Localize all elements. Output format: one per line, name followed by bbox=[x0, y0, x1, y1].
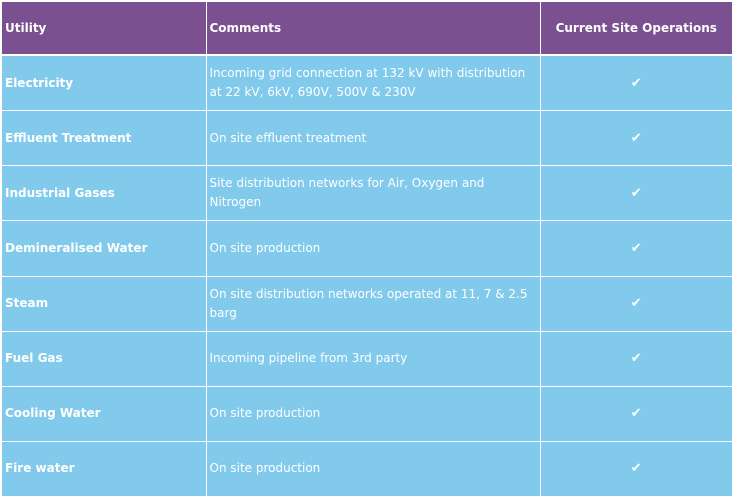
utility-name: Fuel Gas bbox=[2, 331, 207, 387]
table-row: Industrial Gases Site distribution netwo… bbox=[2, 165, 732, 222]
utility-comment: On site production bbox=[206, 386, 541, 442]
header-comments: Comments bbox=[206, 2, 541, 56]
utility-name: Cooling Water bbox=[2, 386, 207, 442]
table-row: Fuel Gas Incoming pipeline from 3rd part… bbox=[2, 331, 732, 387]
check-icon: ✔ bbox=[540, 331, 732, 387]
check-icon: ✔ bbox=[540, 165, 732, 222]
utility-name: Fire water bbox=[2, 441, 207, 496]
utility-name: Steam bbox=[2, 276, 207, 332]
table-row: Demineralised Water On site production ✔ bbox=[2, 220, 732, 277]
utility-comment: On site effluent treatment bbox=[206, 110, 541, 167]
check-icon: ✔ bbox=[540, 55, 732, 112]
table-row: Electricity Incoming grid connection at … bbox=[2, 55, 732, 112]
utility-comment: Site distribution networks for Air, Oxyg… bbox=[206, 165, 541, 222]
table-row: Fire water On site production ✔ bbox=[2, 441, 732, 496]
header-current-site-operations: Current Site Operations bbox=[540, 2, 732, 56]
utility-comment: On site distribution networks operated a… bbox=[206, 276, 541, 332]
utility-comment: Incoming pipeline from 3rd party bbox=[206, 331, 541, 387]
utility-name: Industrial Gases bbox=[2, 165, 207, 222]
utility-comment: Incoming grid connection at 132 kV with … bbox=[206, 55, 541, 112]
utility-name: Electricity bbox=[2, 55, 207, 112]
utility-name: Demineralised Water bbox=[2, 220, 207, 277]
table-row: Cooling Water On site production ✔ bbox=[2, 386, 732, 442]
check-icon: ✔ bbox=[540, 276, 732, 332]
table-row: Effluent Treatment On site effluent trea… bbox=[2, 110, 732, 167]
header-row: Utility Comments Current Site Operations bbox=[2, 2, 732, 56]
check-icon: ✔ bbox=[540, 386, 732, 442]
utility-comment: On site production bbox=[206, 441, 541, 496]
utility-comment: On site production bbox=[206, 220, 541, 277]
check-icon: ✔ bbox=[540, 220, 732, 277]
utility-name: Effluent Treatment bbox=[2, 110, 207, 167]
check-icon: ✔ bbox=[540, 441, 732, 496]
table-row: Steam On site distribution networks oper… bbox=[2, 276, 732, 332]
header-utility: Utility bbox=[2, 2, 207, 56]
check-icon: ✔ bbox=[540, 110, 732, 167]
